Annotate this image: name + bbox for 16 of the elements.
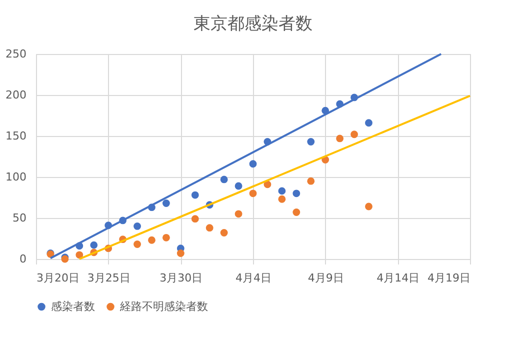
y-tick-label: 200 xyxy=(6,88,26,102)
y-tick-label: 100 xyxy=(6,170,26,184)
x-tick-label: 4月19日 xyxy=(428,272,470,284)
x-tick-label: 4月14日 xyxy=(376,272,420,284)
y-tick-label: 0 xyxy=(20,252,26,266)
x-tick-label: 4月9日 xyxy=(308,272,344,284)
chart-title: 東京都感染者数 xyxy=(194,14,312,34)
y-tick-label: 150 xyxy=(6,130,26,142)
x-tick-label: 3月30日 xyxy=(160,272,203,284)
y-tick-label: 50 xyxy=(12,212,26,224)
x-tick-label: 4月4日 xyxy=(236,272,272,284)
x-tick-label: 3月20日 xyxy=(36,272,80,284)
y-tick-label: 250 xyxy=(6,48,26,60)
x-tick-label: 3月25日 xyxy=(87,272,130,284)
legend-label: 経路不明感染者数 xyxy=(119,300,208,313)
legend-label: 感染者数 xyxy=(51,300,95,313)
